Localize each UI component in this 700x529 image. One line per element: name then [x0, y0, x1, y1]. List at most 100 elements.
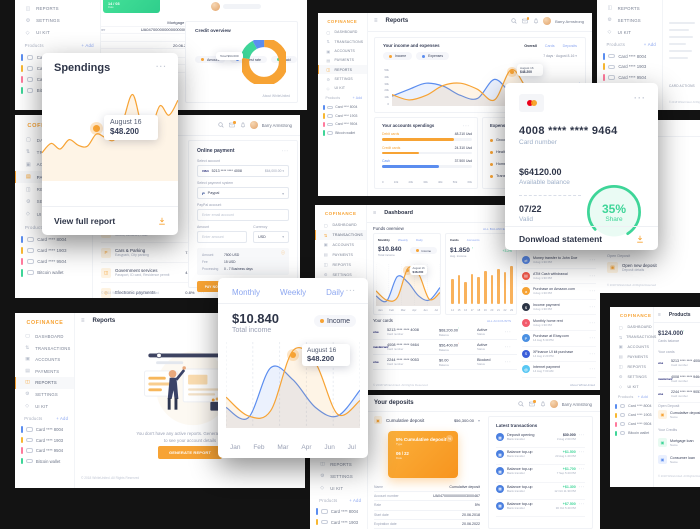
more-icon[interactable]: ··· — [198, 290, 205, 295]
widget-tab[interactable]: Monthly — [378, 238, 390, 242]
product-card-row[interactable]: mastercard 4008 **** **** 9464 Card numb… — [658, 372, 700, 387]
sidebar-product-item[interactable]: Card **** 9504 — [610, 420, 653, 429]
bell-icon[interactable] — [240, 122, 246, 128]
sidebar-product-item[interactable]: Bitcoin wallet — [318, 129, 367, 138]
bell-icon[interactable] — [533, 18, 539, 24]
open-deposit-row[interactable]: ▣ Open new deposit Deposit details — [607, 262, 657, 273]
more-icon[interactable]: ··· — [589, 336, 596, 341]
sidebar-item-reports[interactable]: ◫REPORTS — [618, 364, 647, 370]
more-icon[interactable]: ··· — [589, 258, 596, 263]
table-row[interactable]: visa 2244 **** **** 9053 Card number $0.0… — [373, 355, 517, 370]
widget-tab[interactable]: Accounts — [466, 238, 480, 242]
add-product-button[interactable]: + Add — [352, 96, 363, 101]
product-card-row[interactable]: visa 5213 **** **** 4008 Card number — [658, 356, 700, 372]
sidebar-item-accounts[interactable]: ▣ACCOUNTS — [326, 48, 355, 54]
report-tab[interactable]: Deposits — [562, 43, 577, 48]
sidebar-product-item[interactable]: Card **** 1903 — [15, 435, 74, 446]
add-product-button[interactable]: + Add — [643, 42, 656, 48]
sidebar-product-item[interactable]: Card **** 8004 — [597, 51, 662, 62]
sidebar-item-ui-kit[interactable]: ◇UI KIT — [607, 29, 632, 36]
more-icon[interactable]: ··· — [589, 289, 596, 294]
sidebar-product-item[interactable]: Card **** 8004 — [15, 234, 92, 245]
search-icon[interactable] — [518, 401, 524, 407]
sidebar-product-item[interactable]: Card **** 1903 — [597, 62, 662, 73]
sidebar-item-dashboard[interactable]: ▢DASHBOARD — [618, 324, 652, 330]
sidebar-product-item[interactable]: Card **** 1903 — [318, 112, 367, 121]
product-card-row[interactable]: visa 2244 **** **** 9053 Card number — [658, 387, 700, 403]
bell-icon[interactable] — [540, 401, 546, 407]
currency-select[interactable]: USD ▾ — [253, 231, 289, 243]
widget-tab[interactable]: Daily — [415, 238, 423, 242]
income-chart[interactable] — [226, 342, 360, 428]
mail-icon[interactable] — [522, 17, 530, 24]
more-icon[interactable]: ··· — [156, 62, 167, 71]
more-icon[interactable]: ··· — [589, 351, 596, 356]
sidebar-item-settings[interactable]: ⚙SETTINGS — [25, 17, 60, 24]
mail-icon[interactable] — [228, 121, 236, 128]
deposit-card[interactable]: % 5% Cumulative deposit Type 06 / 22 Dat… — [388, 431, 458, 478]
avatar[interactable] — [249, 121, 258, 129]
avatar[interactable] — [211, 2, 220, 11]
more-icon[interactable]: ··· — [463, 123, 470, 128]
more-icon[interactable]: ··· — [634, 93, 646, 103]
avatar[interactable] — [543, 17, 552, 25]
avatar[interactable] — [549, 400, 558, 408]
more-icon[interactable]: ··· — [282, 148, 289, 153]
sidebar-product-item[interactable]: Card **** 1903 — [310, 517, 367, 528]
transaction-row[interactable]: @ Internet payment 14 Aug 7:00 AM ··· — [522, 362, 596, 378]
about-link[interactable]: About WhiteUnited — [569, 383, 595, 387]
credit-overview-donut[interactable] — [242, 40, 286, 84]
sidebar-item-transactions[interactable]: ⇅TRANSACTIONS — [618, 334, 657, 340]
table-row[interactable]: mastercard 4008 **** **** 9464 Card numbe… — [373, 340, 517, 355]
more-icon[interactable]: ··· — [505, 330, 512, 334]
card-actions-link[interactable]: CARD ACTIONS — [669, 84, 695, 88]
all-balances-link[interactable]: ALL BALANCES — [483, 227, 508, 231]
transaction-row[interactable]: ▤ ATM Cash withdrawal 4 Aug 1:30 PM ··· — [522, 269, 596, 285]
more-icon[interactable]: ··· — [346, 288, 356, 295]
transaction-row[interactable]: S XFinance UI kit purchase 14 Aug 2:20 P… — [522, 347, 596, 363]
transaction-row[interactable]: ▦ Balance top-up Bank transfer +$1.300 1… — [496, 483, 585, 500]
income-tab[interactable]: Daily — [326, 288, 344, 297]
more-icon[interactable]: ··· — [578, 501, 585, 506]
date-range-select[interactable]: 7 days · August 8-16 ▾ — [543, 54, 577, 58]
download-statement-button[interactable]: Donwload statement — [519, 233, 603, 244]
sidebar-item-transactions[interactable]: ⇅TRANSACTIONS — [25, 345, 71, 351]
mail-icon[interactable] — [528, 400, 536, 407]
sidebar-item-payments[interactable]: ▤PAYMENTS — [25, 368, 60, 374]
income-chart[interactable] — [376, 264, 440, 306]
sidebar-item-payments[interactable]: ▤PAYMENTS — [618, 354, 649, 360]
sidebar-item-reports[interactable]: ◫REPORTS — [607, 5, 640, 12]
sidebar-item-reports[interactable]: ◫REPORTS — [318, 65, 367, 75]
more-icon[interactable]: ··· — [505, 360, 512, 364]
transaction-row[interactable]: $ Income payment 4 Aug 1:30 PM ··· — [522, 300, 596, 316]
sidebar-product-item[interactable]: Card **** 9504 — [597, 72, 662, 83]
menu-icon[interactable]: ≡ — [374, 18, 378, 24]
sidebar-item-dashboard[interactable]: ▢DASHBOARD — [326, 29, 358, 35]
sidebar-item-transactions[interactable]: ⇅TRANSACTIONS — [315, 230, 366, 241]
more-icon[interactable]: ··· — [578, 433, 585, 437]
payment-system-select[interactable]: P Paypal ▾ — [197, 187, 289, 199]
sidebar-product-item[interactable]: Bitcoin wallet — [15, 267, 92, 278]
deposit-product-row[interactable]: ▣ Cumulative deposit Name — [658, 410, 700, 419]
add-product-button[interactable]: + Add — [637, 395, 648, 400]
sidebar-item-settings[interactable]: ⚙SETTINGS — [326, 76, 353, 82]
more-icon[interactable]: ··· — [578, 450, 585, 455]
amount-input[interactable]: Enter amount — [197, 231, 248, 243]
search-icon[interactable] — [218, 122, 224, 128]
transaction-row[interactable]: ▦ Deposit opening Bank transfer $30.000 … — [496, 431, 585, 449]
credit-product-row[interactable]: ▣ Mortgage loan Name — [658, 434, 700, 451]
sidebar-item-settings[interactable]: ⚙SETTINGS — [323, 272, 352, 278]
sidebar-item-accounts[interactable]: ▣ACCOUNTS — [25, 357, 61, 363]
transaction-row[interactable]: ⇄ Money transfer to John Doe 4 Aug 1:30 … — [522, 253, 596, 269]
more-icon[interactable]: ··· — [589, 367, 596, 372]
transaction-row[interactable]: a Purchase on Amazon.com 4 Aug 1:30 PM ·… — [522, 284, 596, 300]
income-tab[interactable]: Weekly — [280, 288, 307, 297]
sidebar-item-reports[interactable]: ◫REPORTS — [25, 5, 59, 12]
sidebar-product-item[interactable]: Bitcoin wallet — [15, 456, 74, 467]
account-select[interactable]: VISA 5213 **** **** 4008 $64,000.00 ▾ — [197, 165, 289, 177]
sidebar-product-item[interactable]: Card **** 1903 — [15, 245, 92, 256]
sidebar-item-dashboard[interactable]: ▢DASHBOARD — [323, 222, 357, 228]
add-product-button[interactable]: + Add — [56, 415, 69, 421]
search-icon[interactable] — [511, 18, 517, 24]
more-icon[interactable]: ··· — [505, 345, 512, 349]
